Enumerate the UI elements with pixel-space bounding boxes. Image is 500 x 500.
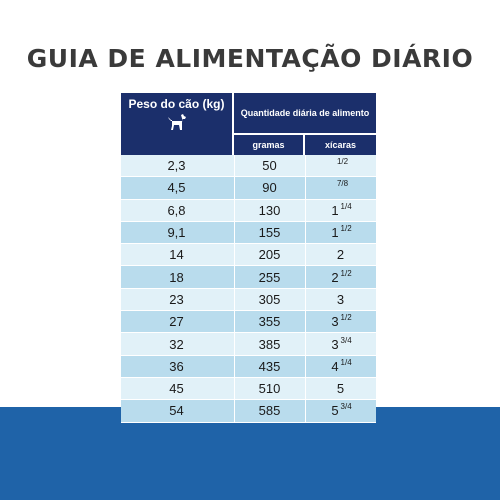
grams-cell: 305 bbox=[234, 288, 304, 311]
cups-fraction: 1/2 bbox=[340, 313, 352, 323]
table-row: 27 355 3 1/2 bbox=[121, 311, 377, 334]
table-row: 9,1 155 1 1/2 bbox=[121, 221, 377, 245]
table-body: 2,3 50 1/2 4,5 90 7/8 6,8 130 1 1/4 9,1 155 1 1/2 14 20… bbox=[121, 155, 376, 423]
grams-cell: 155 bbox=[234, 221, 304, 244]
amount-header: Quantidade diária de alimento bbox=[234, 93, 376, 133]
grams-cell: 510 bbox=[234, 377, 304, 400]
cups-cell: 5 3/4 bbox=[305, 400, 377, 422]
weight-cell: 36 bbox=[169, 358, 184, 374]
weight-header-cell: Peso do cão (kg) bbox=[121, 93, 232, 155]
cups-cell: 1 1/4 bbox=[305, 199, 377, 221]
cups-whole: 2 bbox=[336, 247, 345, 263]
feeding-table: Peso do cão (kg) Quantidade diária de al… bbox=[121, 93, 376, 423]
cups-whole: 5 bbox=[336, 381, 345, 397]
cups-cell: 7/8 bbox=[305, 177, 377, 199]
cups-cell: 3 bbox=[305, 288, 377, 311]
cups-whole: 5 bbox=[331, 403, 339, 419]
grams-header: gramas bbox=[234, 135, 303, 155]
grams-cell: 90 bbox=[234, 177, 304, 199]
grams-cell: 355 bbox=[234, 311, 304, 333]
weight-cell: 14 bbox=[169, 247, 184, 263]
cups-whole: 4 bbox=[331, 358, 339, 374]
table-row: 6,8 130 1 1/4 bbox=[121, 199, 377, 222]
grams-cell: 385 bbox=[234, 333, 304, 355]
cups-fraction: 1/4 bbox=[340, 357, 352, 367]
weight-cell: 27 bbox=[169, 314, 184, 330]
page-title: GUIA DE ALIMENTAÇÃO DIÁRIO bbox=[26, 44, 474, 73]
cups-fraction: 3/4 bbox=[340, 402, 352, 412]
cups-whole: 1 bbox=[331, 202, 339, 218]
cups-fraction: 1/2 bbox=[340, 224, 352, 234]
cups-cell: 3 1/2 bbox=[305, 311, 377, 333]
weight-cell: 4,5 bbox=[167, 180, 186, 196]
grams-cell: 130 bbox=[234, 199, 304, 221]
dog-icon bbox=[167, 114, 186, 130]
grams-cell: 205 bbox=[234, 244, 304, 266]
table-row: 18 255 2 1/2 bbox=[121, 266, 377, 289]
cups-whole: 3 bbox=[331, 314, 339, 330]
cups-cell: 4 1/4 bbox=[305, 355, 377, 377]
cups-fraction: 1/2 bbox=[336, 157, 349, 167]
grams-cell: 435 bbox=[234, 355, 304, 377]
weight-cell: 18 bbox=[169, 269, 184, 285]
weight-cell: 6,8 bbox=[167, 202, 186, 218]
table-row: 23 305 3 bbox=[121, 288, 377, 312]
weight-cell: 45 bbox=[169, 381, 184, 397]
weight-cell: 9,1 bbox=[167, 225, 186, 241]
table-row: 14 205 2 bbox=[121, 244, 377, 267]
cups-fraction: 1/2 bbox=[340, 268, 352, 278]
cups-cell: 1/2 bbox=[305, 155, 377, 177]
grams-cell: 50 bbox=[234, 155, 304, 177]
cups-whole: 1 bbox=[331, 225, 339, 241]
weight-cell: 54 bbox=[169, 403, 184, 419]
table-row: 45 510 5 bbox=[121, 377, 377, 401]
table-row: 32 385 3 3/4 bbox=[121, 333, 377, 356]
weight-cell: 32 bbox=[169, 336, 184, 352]
cups-cell: 3 3/4 bbox=[305, 333, 377, 355]
cups-fraction: 7/8 bbox=[336, 179, 349, 189]
cups-header: xícaras bbox=[305, 135, 376, 155]
grams-cell: 585 bbox=[234, 400, 304, 422]
cups-cell: 2 bbox=[305, 244, 377, 266]
table-row: 2,3 50 1/2 bbox=[121, 155, 377, 178]
table-row: 54 585 5 3/4 bbox=[121, 400, 377, 423]
table-row: 4,5 90 7/8 bbox=[121, 177, 377, 200]
cups-cell: 5 bbox=[305, 377, 377, 400]
grams-cell: 255 bbox=[234, 266, 304, 288]
cups-whole: 2 bbox=[331, 269, 339, 285]
weight-cell: 23 bbox=[169, 291, 184, 307]
cups-cell: 1 1/2 bbox=[305, 221, 377, 244]
weight-cell: 2,3 bbox=[167, 158, 186, 174]
cups-fraction: 1/4 bbox=[340, 201, 352, 211]
cups-whole: 3 bbox=[336, 291, 345, 307]
cups-fraction: 3/4 bbox=[340, 335, 352, 345]
weight-header: Peso do cão (kg) bbox=[128, 97, 225, 111]
table-row: 36 435 4 1/4 bbox=[121, 355, 377, 378]
cups-whole: 3 bbox=[331, 336, 339, 352]
cups-cell: 2 1/2 bbox=[305, 266, 377, 288]
